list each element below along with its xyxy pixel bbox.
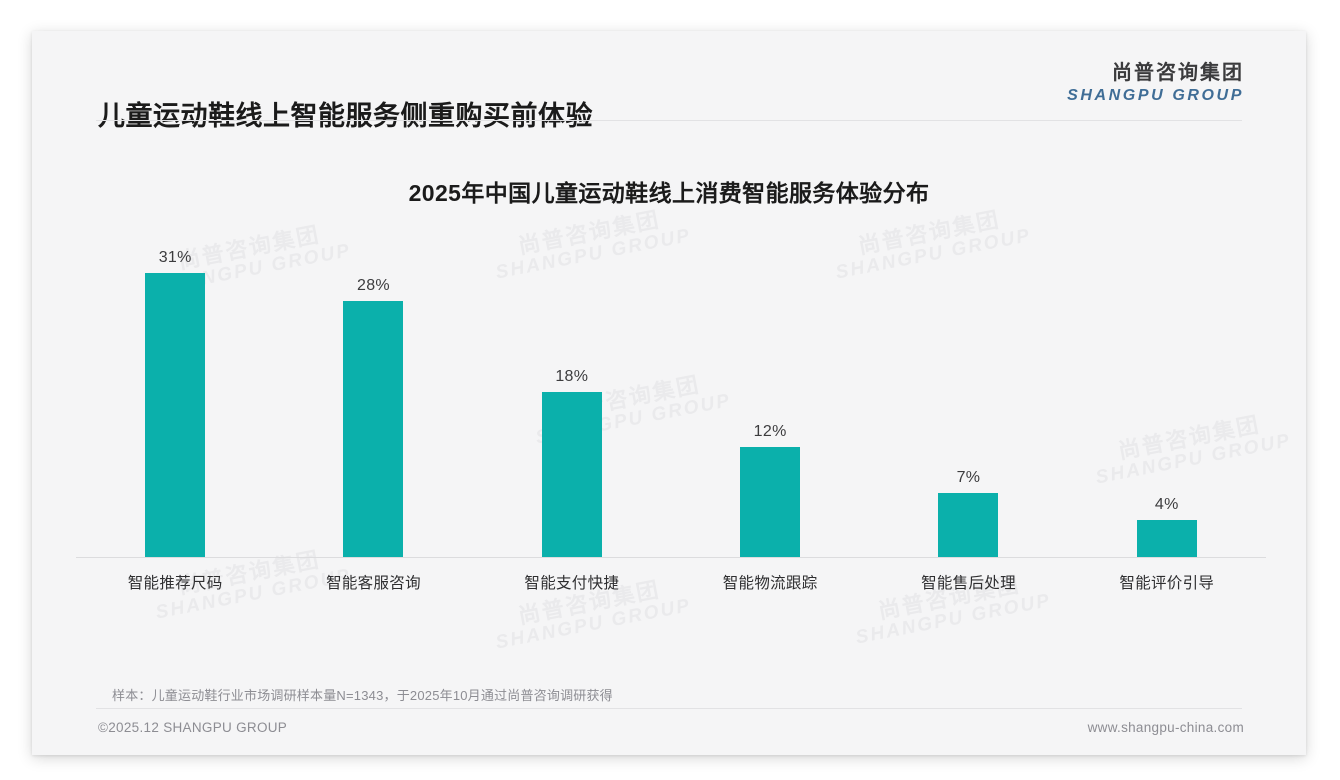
category-label: 智能物流跟踪 bbox=[722, 575, 818, 592]
bar-rect bbox=[343, 300, 404, 557]
chart-category-labels: 智能推荐尺码 智能客服咨询 智能支付快捷 智能物流跟踪 智能售后处理 智能评价引导 bbox=[76, 571, 1266, 593]
bar-rect bbox=[740, 447, 801, 557]
footer-copyright: ©2025.12 SHANGPU GROUP bbox=[98, 720, 288, 735]
header-divider bbox=[96, 120, 1242, 121]
watermark-en: SHANGPU GROUP bbox=[853, 589, 1053, 649]
footer-divider bbox=[96, 708, 1242, 709]
bar-rect bbox=[938, 492, 999, 557]
category-label: 智能推荐尺码 bbox=[127, 575, 223, 592]
page-title: 儿童运动鞋线上智能服务侧重购买前体验 bbox=[98, 101, 593, 131]
category-label: 智能支付快捷 bbox=[524, 575, 620, 592]
bar-value-label: 18% bbox=[555, 368, 589, 386]
bar-rect bbox=[1136, 520, 1197, 557]
chart-baseline-axis bbox=[76, 557, 1266, 558]
bar-column: 12% bbox=[671, 246, 869, 557]
bar-value-label: 31% bbox=[158, 249, 192, 267]
category-label: 智能评价引导 bbox=[1119, 575, 1215, 592]
bar-rect bbox=[145, 273, 206, 557]
bar-rect bbox=[541, 392, 602, 557]
watermark-en: SHANGPU GROUP bbox=[493, 594, 693, 654]
bar-value-label: 4% bbox=[1154, 496, 1179, 514]
category-label: 智能售后处理 bbox=[921, 575, 1016, 592]
bar-value-label: 7% bbox=[956, 468, 981, 486]
bar-column: 28% bbox=[274, 246, 472, 557]
bar-value-label: 28% bbox=[357, 276, 390, 294]
slide-canvas: 尚普咨询集团 SHANGPU GROUP 尚普咨询集团 SHANGPU GROU… bbox=[32, 31, 1306, 755]
bar-column: 4% bbox=[1068, 246, 1266, 557]
bar-chart-bars: 31% 28% 18% 12% 7% 4% bbox=[76, 246, 1266, 557]
slide-header: 儿童运动鞋线上智能服务侧重购买前体验 尚普咨询集团 SHANGPU GROUP bbox=[32, 31, 1306, 131]
brand-logo-en: SHANGPU GROUP bbox=[1067, 87, 1244, 104]
brand-logo-cn: 尚普咨询集团 bbox=[1112, 62, 1244, 84]
bar-column: 31% bbox=[76, 246, 274, 557]
category-label: 智能客服咨询 bbox=[326, 575, 421, 592]
bar-column: 7% bbox=[869, 246, 1067, 557]
footer-website: www.shangpu-china.com bbox=[1087, 720, 1244, 735]
source-note: 样本：儿童运动鞋行业市场调研样本量N=1343，于2025年10月通过尚普咨询调… bbox=[112, 688, 613, 703]
bar-value-label: 12% bbox=[753, 423, 787, 441]
chart-title: 2025年中国儿童运动鞋线上消费智能服务体验分布 bbox=[408, 180, 930, 206]
brand-logo: 尚普咨询集团 SHANGPU GROUP bbox=[1067, 63, 1244, 104]
bar-column: 18% bbox=[473, 246, 671, 557]
